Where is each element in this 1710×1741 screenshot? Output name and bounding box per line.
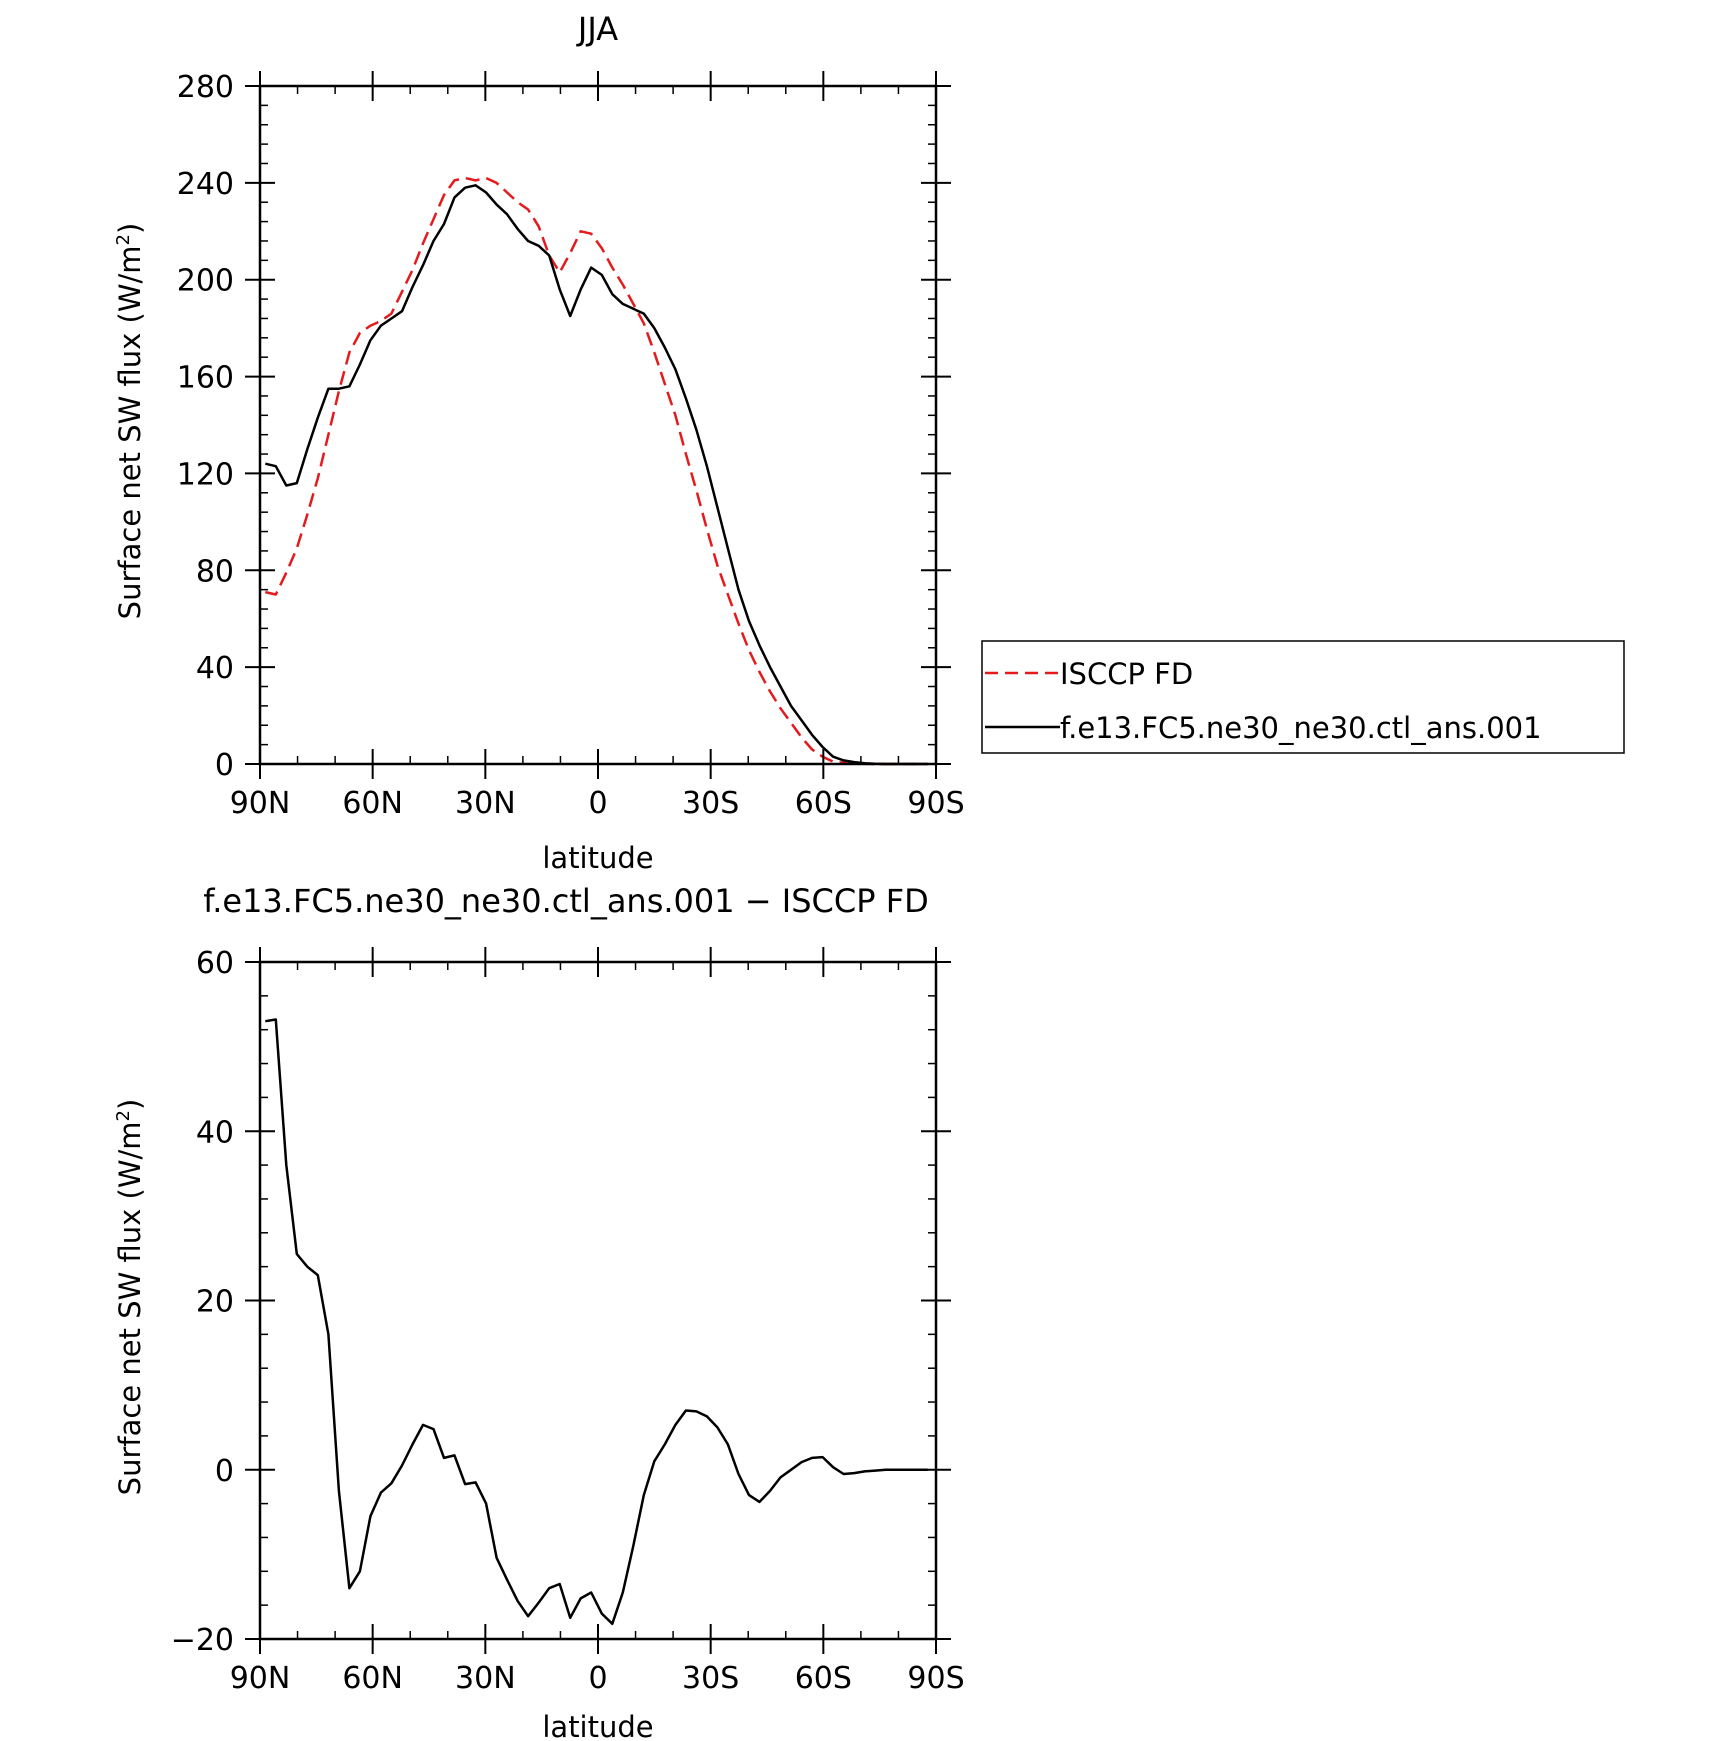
bottom-axis-ticks (245, 947, 951, 1654)
x-tick-label: 60N (342, 1661, 403, 1696)
x-tick-label: 30S (682, 1661, 739, 1696)
y-tick-label: 80 (196, 554, 234, 589)
y-tick-label: 40 (196, 1115, 234, 1150)
y-tick-label: 160 (177, 361, 234, 396)
top-plot-area (265, 176, 928, 766)
y-tick-label: 20 (196, 1285, 234, 1320)
x-tick-label: 0 (588, 1661, 607, 1696)
legend-box (981, 640, 1625, 754)
legend-label-model: f.e13.FC5.ne30_ne30.ctl_ans.001 (1060, 711, 1542, 745)
bottom-x-axis-label: latitude (542, 1710, 653, 1741)
x-tick-label: 90N (230, 786, 291, 821)
legend: ISCCP FD f.e13.FC5.ne30_ne30.ctl_ans.001 (981, 640, 1625, 754)
y-tick-label: 60 (196, 946, 234, 981)
x-tick-label: 30S (682, 786, 739, 821)
y-tick-label: 40 (196, 651, 234, 686)
y-tick-label: 120 (177, 457, 234, 492)
series-line-f-e13-fc5-ne30-ne30-ctl-ans-001 (265, 184, 928, 766)
top-tick-labels: 90N 60N 30N 0 30S 60S 90S 0 40 80 120 160 200 240 280 (177, 70, 965, 821)
y-tick-label: 0 (215, 1454, 234, 1489)
y-tick-label: 200 (177, 264, 234, 299)
y-tick-label: 0 (215, 748, 234, 783)
x-tick-label: 90S (907, 786, 964, 821)
series-line-isccp-fd (265, 176, 928, 766)
top-axis-ticks (245, 71, 951, 779)
bottom-plot-area (265, 1018, 928, 1626)
x-tick-label: 30N (455, 1661, 516, 1696)
bottom-panel: f.e13.FC5.ne30_ne30.ctl_ans.001 − ISCCP … (113, 882, 965, 1741)
x-tick-label: 0 (588, 786, 607, 821)
y-tick-label: 240 (177, 167, 234, 202)
bottom-tick-labels: 90N 60N 30N 0 30S 60S 90S −20 0 20 40 60 (171, 946, 965, 1696)
top-x-axis-label: latitude (542, 841, 653, 875)
x-tick-label: 60N (342, 786, 403, 821)
legend-label-isccp: ISCCP FD (1060, 657, 1193, 691)
top-panel-title: JJA (576, 10, 618, 48)
x-tick-label: 60S (795, 786, 852, 821)
x-tick-label: 90N (230, 1661, 291, 1696)
bottom-plot-frame (258, 960, 938, 1641)
bottom-y-axis-label: Surface net SW flux (W/m2) (113, 1099, 147, 1496)
bottom-panel-title: f.e13.FC5.ne30_ne30.ctl_ans.001 − ISCCP … (203, 882, 928, 920)
x-tick-label: 90S (907, 1661, 964, 1696)
legend-entry-model: f.e13.FC5.ne30_ne30.ctl_ans.001 (985, 711, 1542, 745)
x-tick-label: 30N (455, 786, 516, 821)
top-plot-frame (258, 84, 938, 766)
series-line-series-0 (265, 1018, 928, 1626)
y-tick-label: −20 (171, 1623, 234, 1658)
x-tick-label: 60S (795, 1661, 852, 1696)
y-tick-label: 280 (177, 70, 234, 105)
top-y-axis-label: Surface net SW flux (W/m2) (113, 223, 147, 620)
legend-entry-isccp: ISCCP FD (985, 657, 1193, 691)
top-panel: JJA 90N 60N 30N 0 30S 60S 90S 0 40 80 120 160 200 240… (113, 10, 965, 875)
